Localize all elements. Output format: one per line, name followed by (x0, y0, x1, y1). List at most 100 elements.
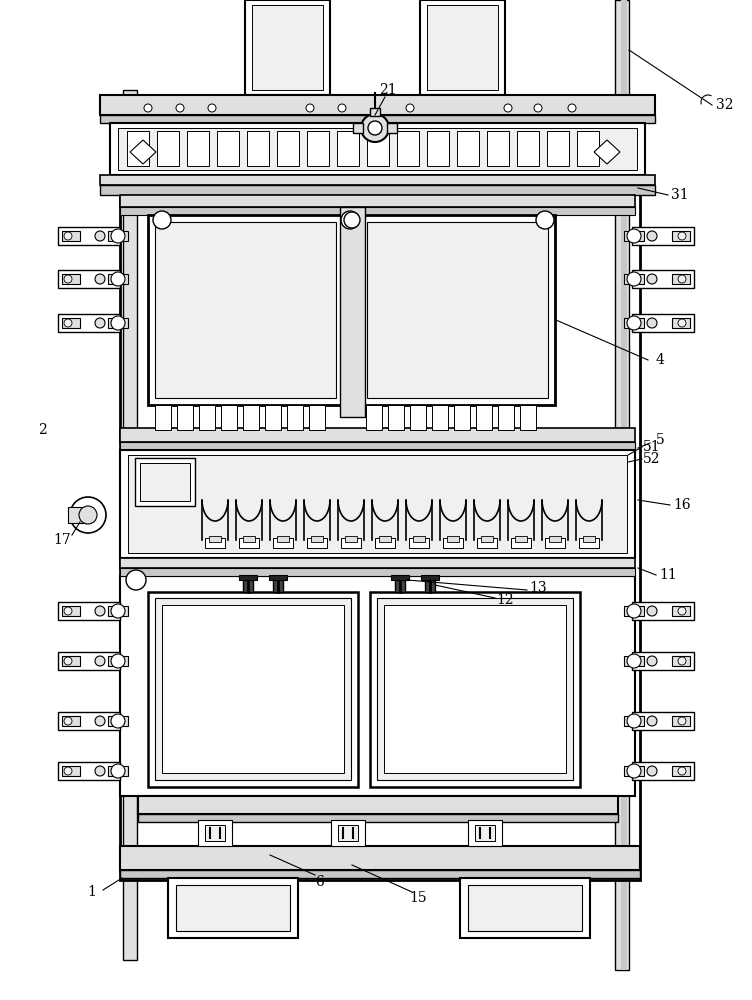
Bar (409, 538, 429, 548)
Bar (624, 656, 644, 666)
Circle shape (647, 716, 657, 726)
Circle shape (627, 764, 641, 778)
Circle shape (568, 104, 576, 112)
Circle shape (70, 497, 106, 533)
Bar (120, 195, 635, 207)
Circle shape (344, 212, 360, 228)
Text: 6: 6 (316, 875, 324, 889)
Bar (205, 538, 225, 548)
Circle shape (534, 104, 542, 112)
Bar (511, 538, 531, 548)
Bar (460, 878, 590, 938)
Circle shape (95, 656, 105, 666)
Bar (545, 538, 565, 548)
Circle shape (111, 714, 125, 728)
Bar (632, 712, 694, 730)
Text: 12: 12 (496, 593, 514, 607)
Circle shape (647, 231, 657, 241)
Bar (427, 131, 449, 166)
Bar (108, 231, 128, 241)
Bar (672, 716, 690, 726)
Bar (108, 606, 128, 616)
Bar (273, 578, 283, 592)
Bar (367, 131, 389, 166)
Text: 13: 13 (529, 581, 547, 595)
Bar (100, 175, 655, 185)
Bar (58, 712, 120, 730)
Bar (118, 128, 637, 170)
Circle shape (126, 570, 146, 590)
Bar (155, 598, 351, 780)
Bar (252, 5, 323, 90)
Circle shape (368, 121, 382, 135)
Text: 31: 31 (672, 188, 689, 202)
Text: 4: 4 (656, 353, 665, 367)
Bar (120, 558, 635, 568)
Bar (672, 606, 690, 616)
Bar (672, 656, 690, 666)
Circle shape (627, 714, 641, 728)
Bar (108, 318, 128, 328)
Bar (413, 536, 425, 542)
Bar (615, 0, 629, 970)
Bar (331, 820, 365, 846)
Bar (579, 538, 599, 548)
Circle shape (647, 274, 657, 284)
Circle shape (627, 316, 641, 330)
Bar (360, 215, 555, 405)
Bar (632, 270, 694, 288)
Bar (672, 318, 690, 328)
Bar (123, 90, 137, 960)
Bar (487, 131, 509, 166)
Bar (177, 405, 193, 430)
Bar (307, 538, 327, 548)
Bar (420, 0, 505, 95)
Bar (432, 405, 448, 430)
Bar (624, 606, 644, 616)
Bar (391, 575, 409, 580)
Bar (353, 123, 363, 133)
Text: 2: 2 (38, 423, 47, 437)
Bar (475, 825, 495, 841)
Bar (387, 123, 397, 133)
Circle shape (647, 318, 657, 328)
Bar (672, 274, 690, 284)
Bar (239, 538, 259, 548)
Bar (287, 405, 303, 430)
Circle shape (111, 764, 125, 778)
Bar (370, 108, 380, 116)
Bar (549, 536, 561, 542)
Circle shape (95, 766, 105, 776)
Circle shape (678, 319, 686, 327)
Bar (375, 538, 395, 548)
Circle shape (64, 717, 72, 725)
Bar (277, 536, 289, 542)
Text: 15: 15 (409, 891, 427, 905)
Bar (62, 716, 80, 726)
Bar (454, 405, 470, 430)
Bar (481, 536, 493, 542)
Bar (632, 314, 694, 332)
Bar (58, 314, 120, 332)
Bar (108, 274, 128, 284)
Bar (311, 536, 323, 542)
Circle shape (95, 716, 105, 726)
Bar (309, 405, 325, 430)
Bar (108, 716, 128, 726)
Bar (120, 576, 635, 796)
Circle shape (111, 272, 125, 286)
Circle shape (64, 275, 72, 283)
Bar (379, 536, 391, 542)
Bar (632, 602, 694, 620)
Bar (58, 270, 120, 288)
Bar (100, 185, 655, 195)
Bar (157, 131, 179, 166)
Bar (199, 405, 215, 430)
Bar (457, 131, 479, 166)
Bar (108, 656, 128, 666)
Bar (410, 405, 426, 430)
Text: 1: 1 (87, 885, 96, 899)
Text: 16: 16 (673, 498, 691, 512)
Bar (120, 846, 640, 870)
Bar (337, 131, 359, 166)
